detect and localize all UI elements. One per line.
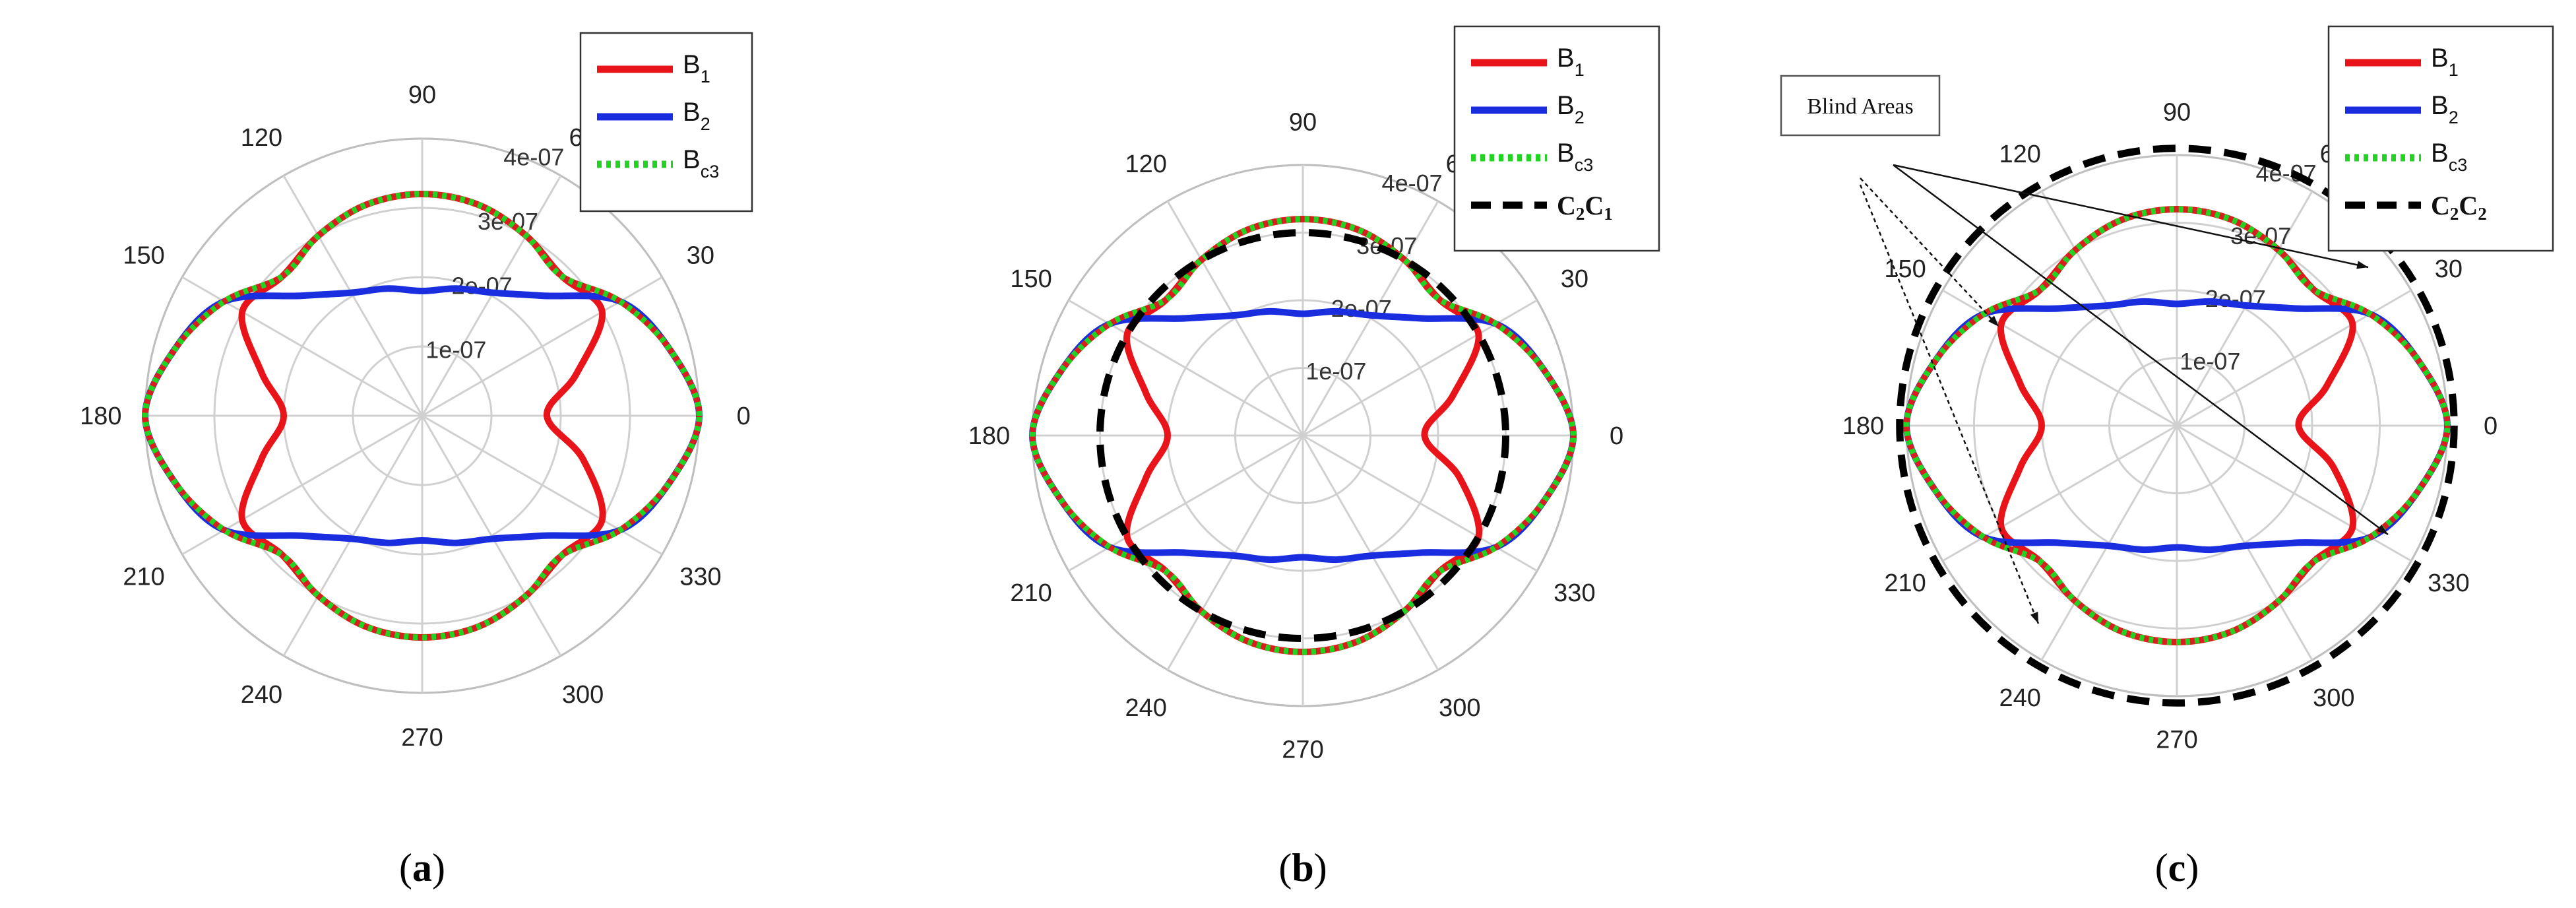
theta-tick-label: 180 bbox=[80, 403, 121, 430]
theta-tick-label: 240 bbox=[1125, 694, 1166, 722]
series-line-C2C2 bbox=[1896, 145, 2458, 707]
legend-label: C2C2 bbox=[2431, 191, 2487, 224]
legend-label: B2 bbox=[2431, 91, 2459, 127]
theta-tick-label: 0 bbox=[737, 403, 751, 430]
panel-caption: (c) bbox=[2155, 846, 2199, 890]
blind-areas-annotation: Blind Areas bbox=[1780, 75, 2389, 624]
theta-tick-label: 90 bbox=[2163, 98, 2191, 126]
legend-label: Bc3 bbox=[2431, 139, 2467, 175]
legend-label: B2 bbox=[1557, 91, 1585, 127]
annotation-arrow bbox=[1860, 178, 1999, 327]
polar-panel-c: 03060901201501802102402703003301e-072e-0… bbox=[1780, 25, 2554, 890]
polar-panel-a: 03060901201501802102402703003301e-072e-0… bbox=[80, 32, 753, 890]
annotation-arrow bbox=[1893, 164, 2389, 536]
legend-label: C2C1 bbox=[1557, 191, 1613, 224]
panel-caption: (a) bbox=[399, 846, 445, 890]
theta-tick-label: 180 bbox=[1842, 412, 1884, 440]
theta-tick-label: 270 bbox=[401, 724, 443, 752]
theta-tick-label: 120 bbox=[1999, 141, 2040, 168]
radial-tick-label: 4e-07 bbox=[1382, 170, 1443, 197]
theta-tick-label: 270 bbox=[1282, 736, 1323, 764]
annotation-box bbox=[1780, 75, 1941, 137]
arrow-head bbox=[2030, 612, 2038, 624]
theta-tick-label: 330 bbox=[2428, 569, 2469, 597]
arrow-head bbox=[1988, 315, 1999, 327]
theta-tick-label: 90 bbox=[408, 81, 436, 109]
legend-label: B1 bbox=[683, 50, 710, 86]
theta-tick-label: 150 bbox=[1010, 265, 1052, 293]
series-line-Bc3 bbox=[142, 191, 703, 641]
series-line-C2C1 bbox=[1096, 229, 1509, 642]
theta-tick-label: 210 bbox=[1010, 579, 1052, 607]
theta-tick-label: 90 bbox=[1289, 108, 1317, 136]
theta-tick-label: 240 bbox=[1999, 684, 2040, 712]
legend-label: B1 bbox=[1557, 44, 1585, 80]
radial-tick-label: 1e-07 bbox=[2180, 348, 2240, 375]
theta-tick-label: 0 bbox=[2484, 412, 2497, 440]
legend-label: Bc3 bbox=[683, 145, 719, 181]
theta-tick-label: 30 bbox=[1561, 265, 1588, 293]
series-line-Bc3 bbox=[1903, 206, 2451, 645]
theta-tick-label: 210 bbox=[123, 564, 164, 591]
theta-tick-label: 30 bbox=[2435, 255, 2463, 283]
polar-panel-b: 03060901201501802102402703003301e-072e-0… bbox=[968, 25, 1660, 890]
radial-tick-label: 4e-07 bbox=[503, 144, 564, 171]
theta-tick-label: 300 bbox=[2313, 684, 2354, 712]
annotation-arrow bbox=[1859, 184, 2040, 624]
theta-tick-label: 270 bbox=[2156, 727, 2197, 754]
theta-tick-label: 180 bbox=[968, 422, 1010, 450]
theta-tick-label: 330 bbox=[679, 564, 721, 591]
theta-tick-label: 120 bbox=[241, 124, 282, 152]
series-line-Bc3 bbox=[1029, 216, 1577, 655]
legend: B1 B2 Bc3 C2C1 bbox=[1453, 25, 1660, 252]
annotation-arrow bbox=[1893, 164, 2369, 269]
annotation-label: Blind Areas bbox=[1807, 94, 1913, 119]
legend-label: B1 bbox=[2431, 44, 2459, 80]
theta-tick-label: 120 bbox=[1125, 150, 1166, 178]
theta-tick-label: 210 bbox=[1884, 569, 1926, 597]
radial-tick-label: 1e-07 bbox=[425, 337, 486, 364]
legend-label: B2 bbox=[683, 98, 710, 134]
theta-tick-label: 300 bbox=[1439, 694, 1480, 722]
arrow-head bbox=[2376, 524, 2388, 535]
legend: B1 B2 Bc3 bbox=[579, 32, 753, 212]
theta-tick-label: 240 bbox=[241, 681, 282, 709]
theta-tick-label: 30 bbox=[687, 242, 714, 269]
theta-tick-label: 330 bbox=[1554, 579, 1595, 607]
theta-tick-label: 300 bbox=[562, 681, 604, 709]
legend: B1 B2 Bc3 C2C2 bbox=[2327, 25, 2554, 252]
theta-tick-label: 150 bbox=[123, 242, 164, 269]
radial-tick-label: 1e-07 bbox=[1305, 358, 1366, 385]
panel-caption: (b) bbox=[1278, 846, 1327, 890]
legend-box bbox=[579, 32, 753, 212]
theta-tick-label: 0 bbox=[1610, 422, 1623, 450]
arrow-head bbox=[2356, 261, 2368, 269]
legend-label: Bc3 bbox=[1557, 139, 1593, 175]
